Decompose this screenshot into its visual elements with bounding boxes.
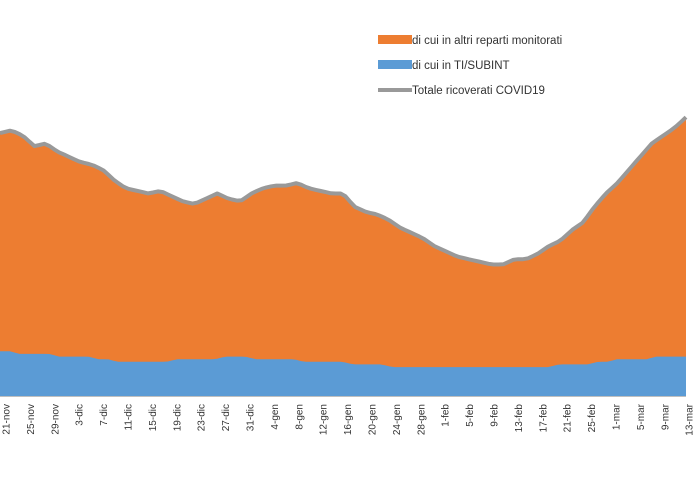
x-tick-label: 20-gen xyxy=(368,404,379,435)
legend-label-ti: di cui in TI/SUBINT xyxy=(412,60,510,72)
x-tick-label: 12-gen xyxy=(319,404,330,435)
legend-swatch-altri xyxy=(378,35,412,44)
x-tick-label: 25-feb xyxy=(587,404,598,433)
legend-swatch-ti xyxy=(378,60,412,69)
x-tick-label: 8-gen xyxy=(294,404,305,430)
x-tick-label: 4-gen xyxy=(270,404,281,430)
series-area-altri-reparti xyxy=(0,117,686,396)
x-tick-label: 21-feb xyxy=(563,404,574,433)
x-tick-label: 19-dic xyxy=(172,404,183,431)
x-tick-label: 29-nov xyxy=(50,404,61,435)
x-tick-label: 13-mar xyxy=(685,403,696,435)
x-tick-label: 11-dic xyxy=(124,404,135,431)
x-tick-label: 7-dic xyxy=(99,404,110,426)
x-tick-label: 3-dic xyxy=(75,404,86,426)
x-tick-label: 23-dic xyxy=(197,404,208,431)
x-tick-label: 28-gen xyxy=(416,404,427,435)
x-tick-label: 27-dic xyxy=(221,404,232,431)
x-tick-label: 5-mar xyxy=(636,403,647,430)
x-tick-label: 24-gen xyxy=(392,404,403,435)
x-tick-label: 17-feb xyxy=(538,404,549,433)
x-tick-label: 1-feb xyxy=(441,404,452,427)
x-tick-label: 13-feb xyxy=(514,404,525,433)
x-tick-label: 9-mar xyxy=(660,403,671,430)
x-tick-label: 15-dic xyxy=(148,404,159,431)
x-tick-label: 31-dic xyxy=(246,404,257,431)
x-tick-label: 16-gen xyxy=(343,404,354,435)
x-tick-label: 1-mar xyxy=(612,403,623,430)
legend-label-totale: Totale ricoverati COVID19 xyxy=(412,85,545,97)
x-tick-label: 5-feb xyxy=(465,404,476,427)
x-tick-label: 25-nov xyxy=(26,404,37,435)
legend-label-altri: di cui in altri reparti monitorati xyxy=(412,35,562,47)
series-area-ti-subint xyxy=(0,351,686,396)
x-tick-label: 9-feb xyxy=(490,404,501,427)
series-line-totale xyxy=(0,115,688,267)
x-tick-label: 21-nov xyxy=(2,404,13,435)
